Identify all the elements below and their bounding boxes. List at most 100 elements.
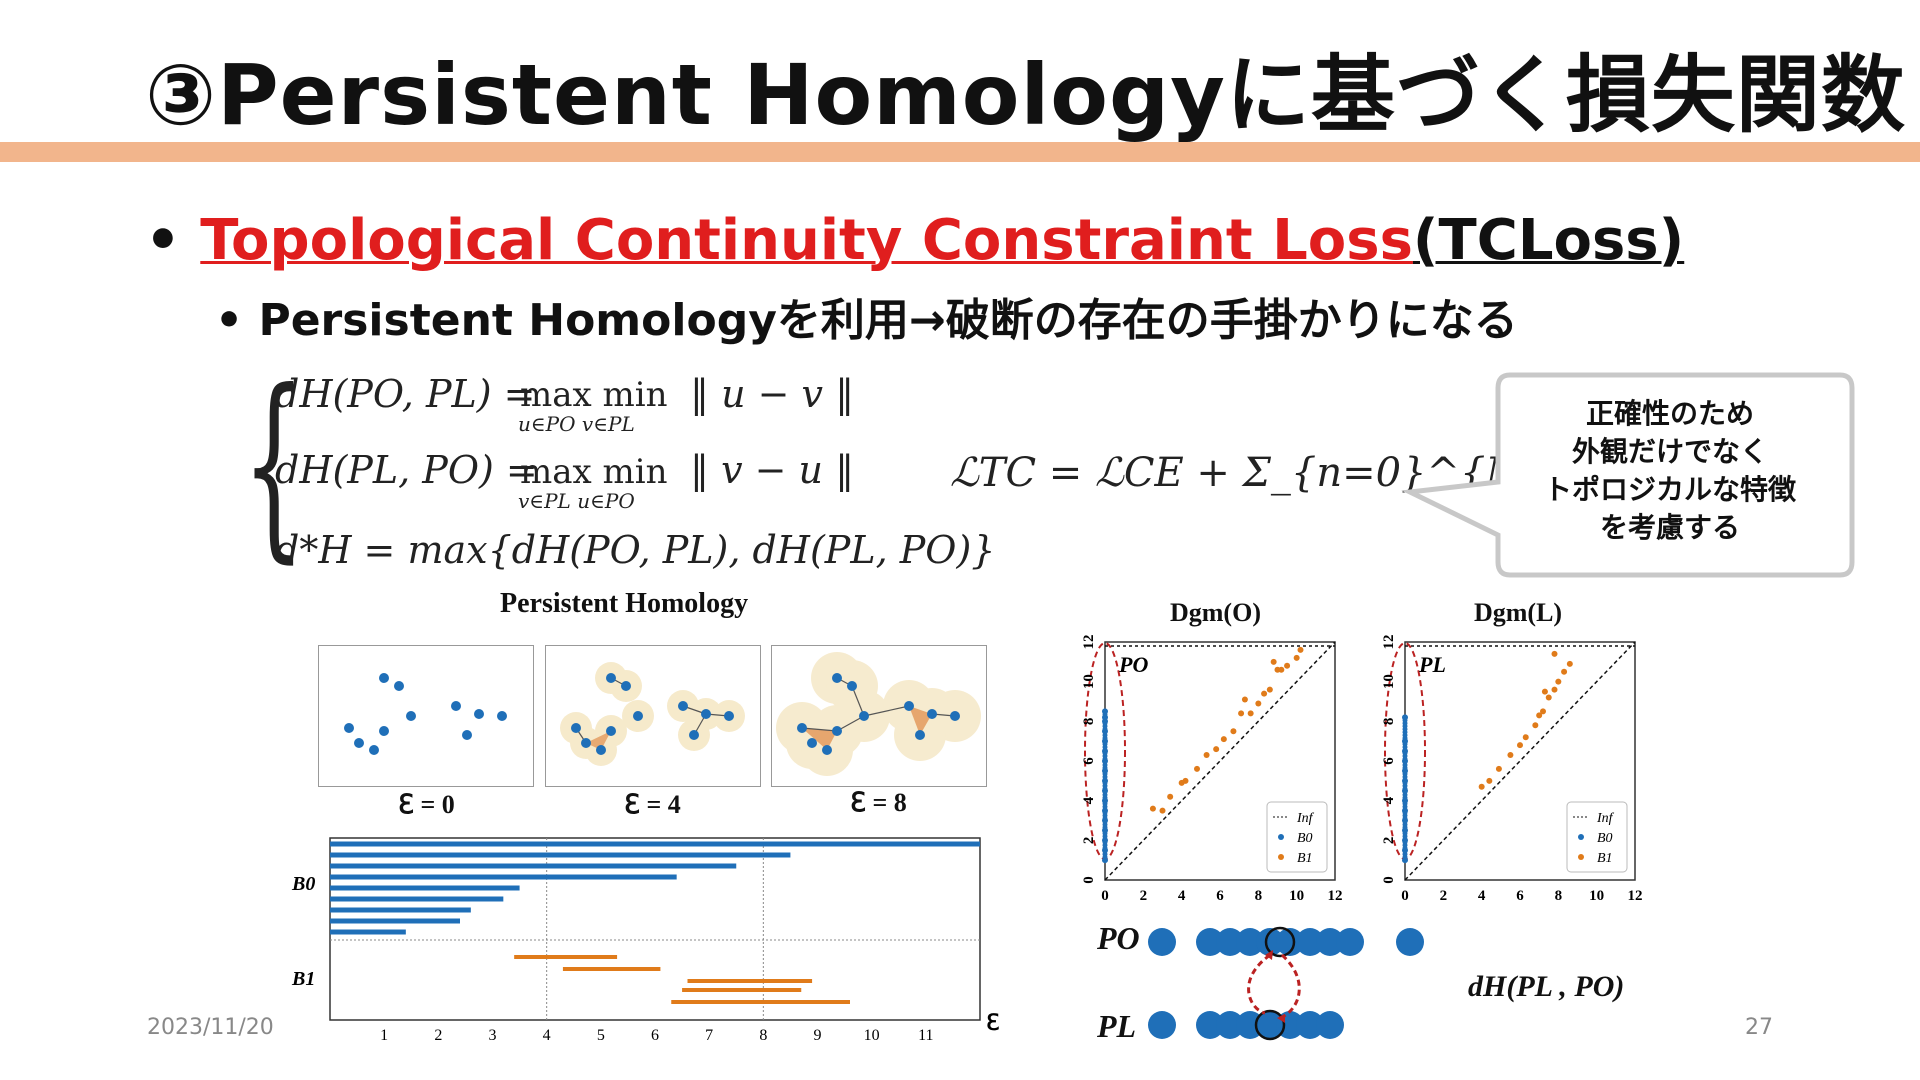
- eps-panel-0-points: [344, 673, 507, 755]
- dgm-point-set-label: PO: [1118, 652, 1148, 677]
- barcode-row-label-b0: B0: [291, 873, 315, 895]
- dgm-x-tick: 8: [1255, 888, 1263, 904]
- dgm-point-b1: [1159, 807, 1166, 814]
- bullet-dot: •: [145, 208, 201, 273]
- equation-2-op: max min: [520, 452, 668, 492]
- equation-1: dH(PO, PL) =: [275, 372, 536, 416]
- dgm-y-tick: 0: [1081, 876, 1097, 884]
- dgm-legend-b1-label: B1: [1297, 851, 1313, 866]
- dgm-legend-b1-label: B1: [1597, 851, 1613, 866]
- barcode-tick-label: 7: [705, 1027, 713, 1044]
- equation-brace: {: [242, 348, 306, 581]
- eps-label-4: ℇ = 4: [624, 790, 681, 819]
- title-underline-bar: [0, 142, 1920, 162]
- dgm-legend-b1-marker: [1278, 854, 1284, 860]
- row-label-pl: PL: [1097, 1008, 1137, 1044]
- dgm-point-b1: [1551, 650, 1558, 657]
- dgm-point-b1: [1507, 752, 1514, 759]
- dgm-x-tick: 0: [1101, 888, 1109, 904]
- bullet-1-black-text: (TCLoss): [1412, 208, 1685, 273]
- callout-bubble: [1401, 372, 1855, 578]
- dgm-y-tick: 0: [1381, 876, 1397, 884]
- dgm-x-tick: 12: [1628, 888, 1643, 904]
- dgm-diagonal: [1104, 641, 1336, 881]
- dgm-legend-b1-marker: [1578, 854, 1584, 860]
- barcode-axis-symbol: ℇ: [986, 1010, 1000, 1035]
- footer-date: 2023/11/20: [147, 1015, 274, 1040]
- barcode-tick-label: 9: [814, 1027, 822, 1044]
- dgm-point-b1: [1522, 734, 1529, 741]
- dgm-y-tick: 2: [1081, 837, 1097, 845]
- eps-panel-4: [545, 645, 761, 787]
- dgm-x-tick: 10: [1289, 888, 1304, 904]
- dgm-y-tick: 10: [1081, 674, 1097, 689]
- dgm-l-title: Dgm(L): [1474, 598, 1563, 627]
- ph-figure-title: Persistent Homology: [500, 588, 749, 619]
- dgm-legend-b0-label: B0: [1597, 831, 1613, 846]
- dgm-x-tick: 8: [1555, 888, 1563, 904]
- dgm-point-b1: [1247, 710, 1254, 717]
- dgm-point-b1: [1278, 666, 1285, 673]
- dgm-point-b1: [1536, 712, 1543, 719]
- dgm-point-set-label: PL: [1418, 652, 1446, 677]
- dgm-legend-inf-label: Inf: [1596, 811, 1615, 826]
- slide-title: ③Persistent Homologyに基づく損失関数: [145, 46, 1906, 144]
- barcode-chart: 1 2 3 4 5 6 7 8 9 10 11 B0 B1 ℇ: [291, 837, 1000, 1044]
- equation-3: d*H = max{dH(PO, PL), dH(PL, PO)}: [275, 528, 996, 572]
- dgm-x-tick: 10: [1589, 888, 1604, 904]
- dgm-point-b1: [1220, 736, 1227, 743]
- barcode-row-label-b1: B1: [291, 968, 315, 990]
- dgm-legend-inf-label: Inf: [1296, 811, 1315, 826]
- dgm-y-tick: 12: [1381, 635, 1397, 650]
- dgm-point-b1: [1194, 765, 1200, 772]
- dgm-y-tick: 6: [1381, 757, 1397, 765]
- bullet-1-red-text: Topological Continuity Constraint Loss: [200, 208, 1413, 273]
- dgm-y-tick: 4: [1081, 796, 1097, 804]
- callout-line-2: 外観だけでなく: [1571, 435, 1768, 468]
- eps-panel-8-points: [776, 652, 981, 776]
- barcode-tick-label: 4: [543, 1027, 551, 1044]
- dgm-x-tick: 4: [1478, 888, 1486, 904]
- bullet-dot: •: [215, 295, 259, 346]
- dgm-point-b1: [1167, 793, 1174, 800]
- barcode-tick-label: 2: [434, 1027, 442, 1044]
- dgm-point-b1: [1182, 777, 1189, 784]
- bullet-1: • Topological Continuity Constraint Loss…: [145, 208, 1684, 273]
- dgm-o-chart: PO 00 2 2 4 4 6 6 8 8 10 10 12 12 Inf B0 B1: [1081, 635, 1343, 905]
- dgm-x-tick: 12: [1328, 888, 1343, 904]
- equation-1-sub: u∈PO v∈PL: [518, 412, 635, 436]
- dgm-point-b0: [1402, 717, 1408, 723]
- dgm-point-b1: [1532, 722, 1539, 729]
- dgm-point-b1: [1297, 646, 1304, 653]
- dgm-point-b1: [1545, 694, 1552, 701]
- dgm-point-b1: [1551, 686, 1558, 693]
- callout-line-1: 正確性のため: [1585, 397, 1754, 430]
- dgm-point-b1: [1566, 660, 1573, 667]
- dgm-point-b1: [1284, 662, 1291, 669]
- dgm-x-tick: 6: [1516, 888, 1524, 904]
- dgm-point-b1: [1486, 777, 1493, 784]
- dgm-point-b1: [1540, 708, 1546, 715]
- barcode-tick-label: 8: [759, 1027, 767, 1044]
- dgm-legend-b0-label: B0: [1297, 831, 1313, 846]
- dgm-l-chart: PL 00 2 2 4 4 6 6 8 8 10 10 12 12 Inf B0 B1: [1381, 635, 1643, 905]
- eps-panel-4-points: [560, 662, 745, 766]
- barcode-frame: [329, 837, 981, 1021]
- barcode-tick-label: 1: [380, 1027, 388, 1044]
- barcode-tick-label: 3: [489, 1027, 497, 1044]
- dgm-diagonal: [1404, 641, 1636, 881]
- dgm-point-b1: [1266, 686, 1273, 693]
- dgm-y-tick: 8: [1081, 718, 1097, 726]
- dgm-y-tick: 2: [1381, 837, 1397, 845]
- dgm-point-b1: [1270, 658, 1277, 665]
- eps-panel-0: [318, 645, 534, 787]
- dgm-point-b0: [1102, 711, 1108, 717]
- dgm-y-tick: 12: [1081, 635, 1097, 650]
- barcode-tick-label: 6: [651, 1027, 659, 1044]
- dgm-point-b1: [1203, 752, 1210, 759]
- callout-line-3: トポロジカルな特徴: [1543, 473, 1796, 506]
- dgm-x-tick: 6: [1216, 888, 1224, 904]
- equation-2-lhs: dH(PL, PO) =: [275, 448, 538, 492]
- dgm-point-b1: [1541, 688, 1548, 695]
- bullet-2: • Persistent Homologyを利用→破断の存在の手掛かりになる: [215, 284, 1518, 348]
